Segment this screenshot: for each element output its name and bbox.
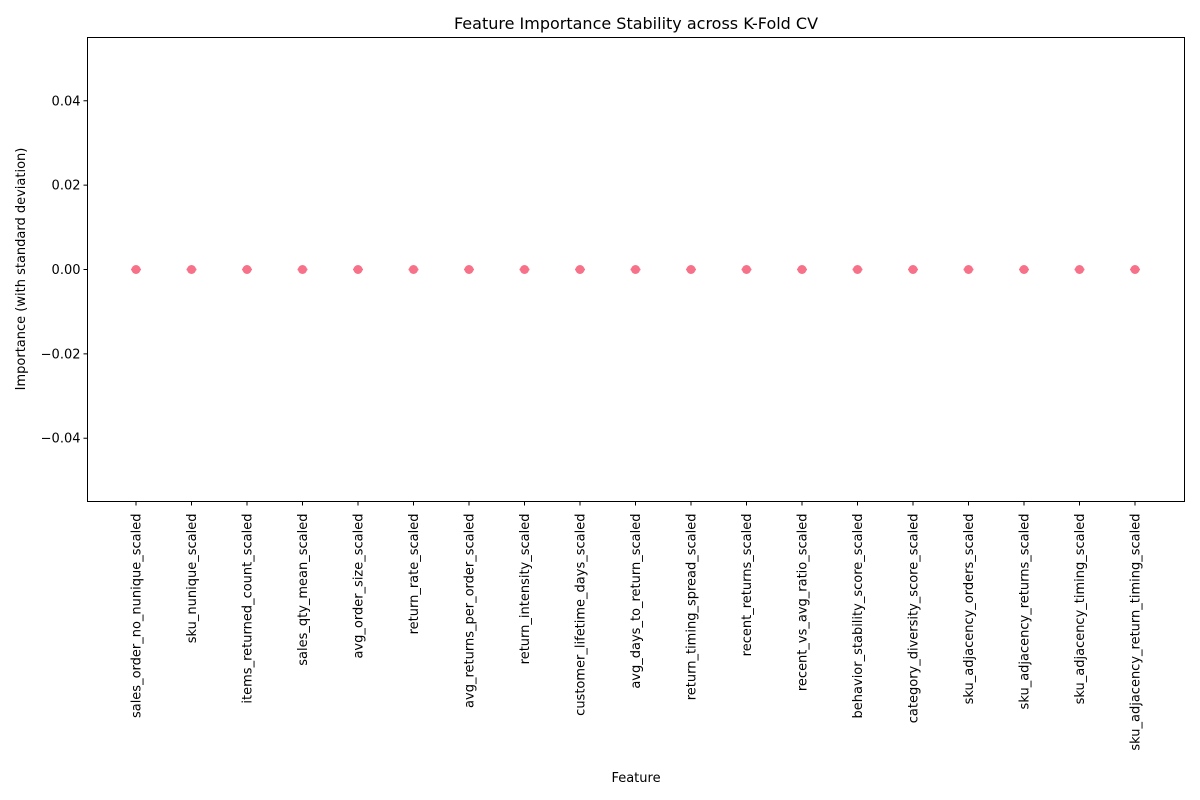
data-point xyxy=(1019,265,1029,274)
x-tick-label: return_intensity_scaled xyxy=(518,514,533,665)
plot-frame xyxy=(87,37,1185,502)
x-tick-label: return_rate_scaled xyxy=(407,514,422,635)
x-tick-label: sales_order_no_nunique_scaled xyxy=(130,514,145,719)
y-tick-label: 0.02 xyxy=(52,179,81,194)
y-tick-label: −0.04 xyxy=(41,432,81,447)
data-point xyxy=(1130,265,1140,274)
data-point xyxy=(742,265,751,274)
data-point xyxy=(187,265,196,274)
data-point xyxy=(464,265,474,274)
data-point xyxy=(797,265,807,274)
data-point xyxy=(298,265,307,274)
data-point xyxy=(409,265,418,274)
x-tick-label: sku_adjacency_return_timing_scaled xyxy=(1129,514,1144,751)
x-tick-label: avg_days_to_return_scaled xyxy=(629,514,644,689)
data-point xyxy=(575,265,585,274)
data-point xyxy=(964,265,973,274)
x-tick-label: recent_returns_scaled xyxy=(740,514,755,657)
y-tick-label: 0.00 xyxy=(52,263,81,278)
x-tick-label: category_diversity_score_scaled xyxy=(907,514,922,724)
x-tick-label: behavior_stability_score_scaled xyxy=(851,514,866,719)
x-tick-label: sku_adjacency_orders_scaled xyxy=(962,514,977,705)
x-tick-label: recent_vs_avg_ratio_scaled xyxy=(796,514,811,692)
data-point xyxy=(908,265,918,274)
x-tick-label: sku_adjacency_timing_scaled xyxy=(1073,514,1088,705)
data-point xyxy=(1075,265,1084,274)
x-tick-label: return_timing_spread_scaled xyxy=(685,514,700,701)
data-point xyxy=(131,265,141,274)
y-tick-label: −0.02 xyxy=(41,347,81,362)
x-tick-label: avg_order_size_scaled xyxy=(352,514,367,659)
data-point xyxy=(520,265,529,274)
y-tick-label: 0.04 xyxy=(52,94,81,109)
data-point xyxy=(686,265,696,274)
x-tick-label: sales_qty_mean_scaled xyxy=(296,514,311,666)
y-axis: −0.04 −0.02 0.00 0.02 0.04 xyxy=(41,94,88,447)
x-tick-label: sku_nunique_scaled xyxy=(185,514,200,644)
x-tick-label: items_returned_count_scaled xyxy=(241,514,256,704)
data-point xyxy=(853,265,862,274)
data-point xyxy=(242,265,252,274)
data-markers xyxy=(131,265,1140,274)
y-axis-label: Importance (with standard deviation) xyxy=(14,148,29,391)
data-point xyxy=(631,265,640,274)
x-tick-label: customer_lifetime_days_scaled xyxy=(574,514,589,716)
chart-title: Feature Importance Stability across K-Fo… xyxy=(454,14,818,33)
x-tick-label: sku_adjacency_returns_scaled xyxy=(1018,514,1033,710)
data-point xyxy=(353,265,363,274)
x-tick-label: avg_returns_per_order_scaled xyxy=(463,514,478,708)
x-axis: sales_order_no_nunique_scaled sku_nunique… xyxy=(130,501,1144,751)
x-axis-label: Feature xyxy=(611,771,660,786)
